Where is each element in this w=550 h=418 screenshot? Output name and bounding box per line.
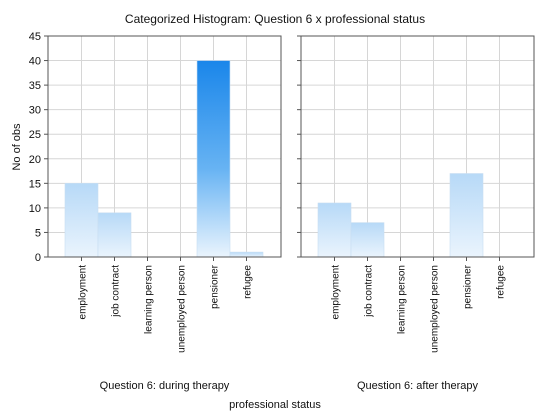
bar-job-contract xyxy=(97,212,132,258)
panel-2: employment job contract learning person une… xyxy=(297,35,535,392)
x-tick-label: job contract xyxy=(364,265,375,318)
x-tick-label: refugee xyxy=(243,265,254,299)
y-tick-label: 40 xyxy=(29,56,41,68)
x-tick-label: refugee xyxy=(496,265,507,299)
y-tick-label: 10 xyxy=(29,203,41,215)
y-tick-label: 0 xyxy=(35,252,41,264)
y-tick-label: 5 xyxy=(35,227,41,239)
bar-pensioner xyxy=(449,173,484,258)
panels-group: employment job contract learning person une… xyxy=(29,31,535,392)
bar-pensioner xyxy=(196,60,231,258)
x-tick-label: pensioner xyxy=(463,264,474,309)
x-tick-label: pensioner xyxy=(210,264,221,309)
x-tick-label: employment xyxy=(78,265,89,320)
x-tick-label: learning person xyxy=(397,265,408,334)
y-tick-label: 35 xyxy=(29,80,41,92)
panel-frame xyxy=(47,35,282,258)
bar-employment xyxy=(64,183,99,258)
x-tick-label: unemployed person xyxy=(177,265,188,353)
x-tick-label: learning person xyxy=(144,265,155,334)
x-tick-label: unemployed person xyxy=(430,265,441,353)
x-tick-label: job contract xyxy=(111,265,122,318)
bar-refugee xyxy=(229,251,264,258)
y-axis-label: No of obs xyxy=(11,123,23,171)
x-tick-label: employment xyxy=(331,265,342,320)
y-tick-label: 25 xyxy=(29,129,41,141)
panel-caption: Question 6: after therapy xyxy=(357,380,479,392)
chart-title: Categorized Histogram: Question 6 x prof… xyxy=(125,12,425,26)
y-tick-label: 30 xyxy=(29,105,41,117)
panel-caption: Question 6: during therapy xyxy=(100,380,230,392)
x-axis-label: professional status xyxy=(229,399,321,411)
y-tick-label: 45 xyxy=(29,31,41,43)
y-tick-label: 20 xyxy=(29,154,41,166)
panel-1: employment job contract learning person une… xyxy=(29,31,282,392)
panel-frame xyxy=(300,35,535,258)
bar-employment xyxy=(317,202,352,258)
y-tick-label: 15 xyxy=(29,178,41,190)
bar-job-contract xyxy=(350,222,385,258)
